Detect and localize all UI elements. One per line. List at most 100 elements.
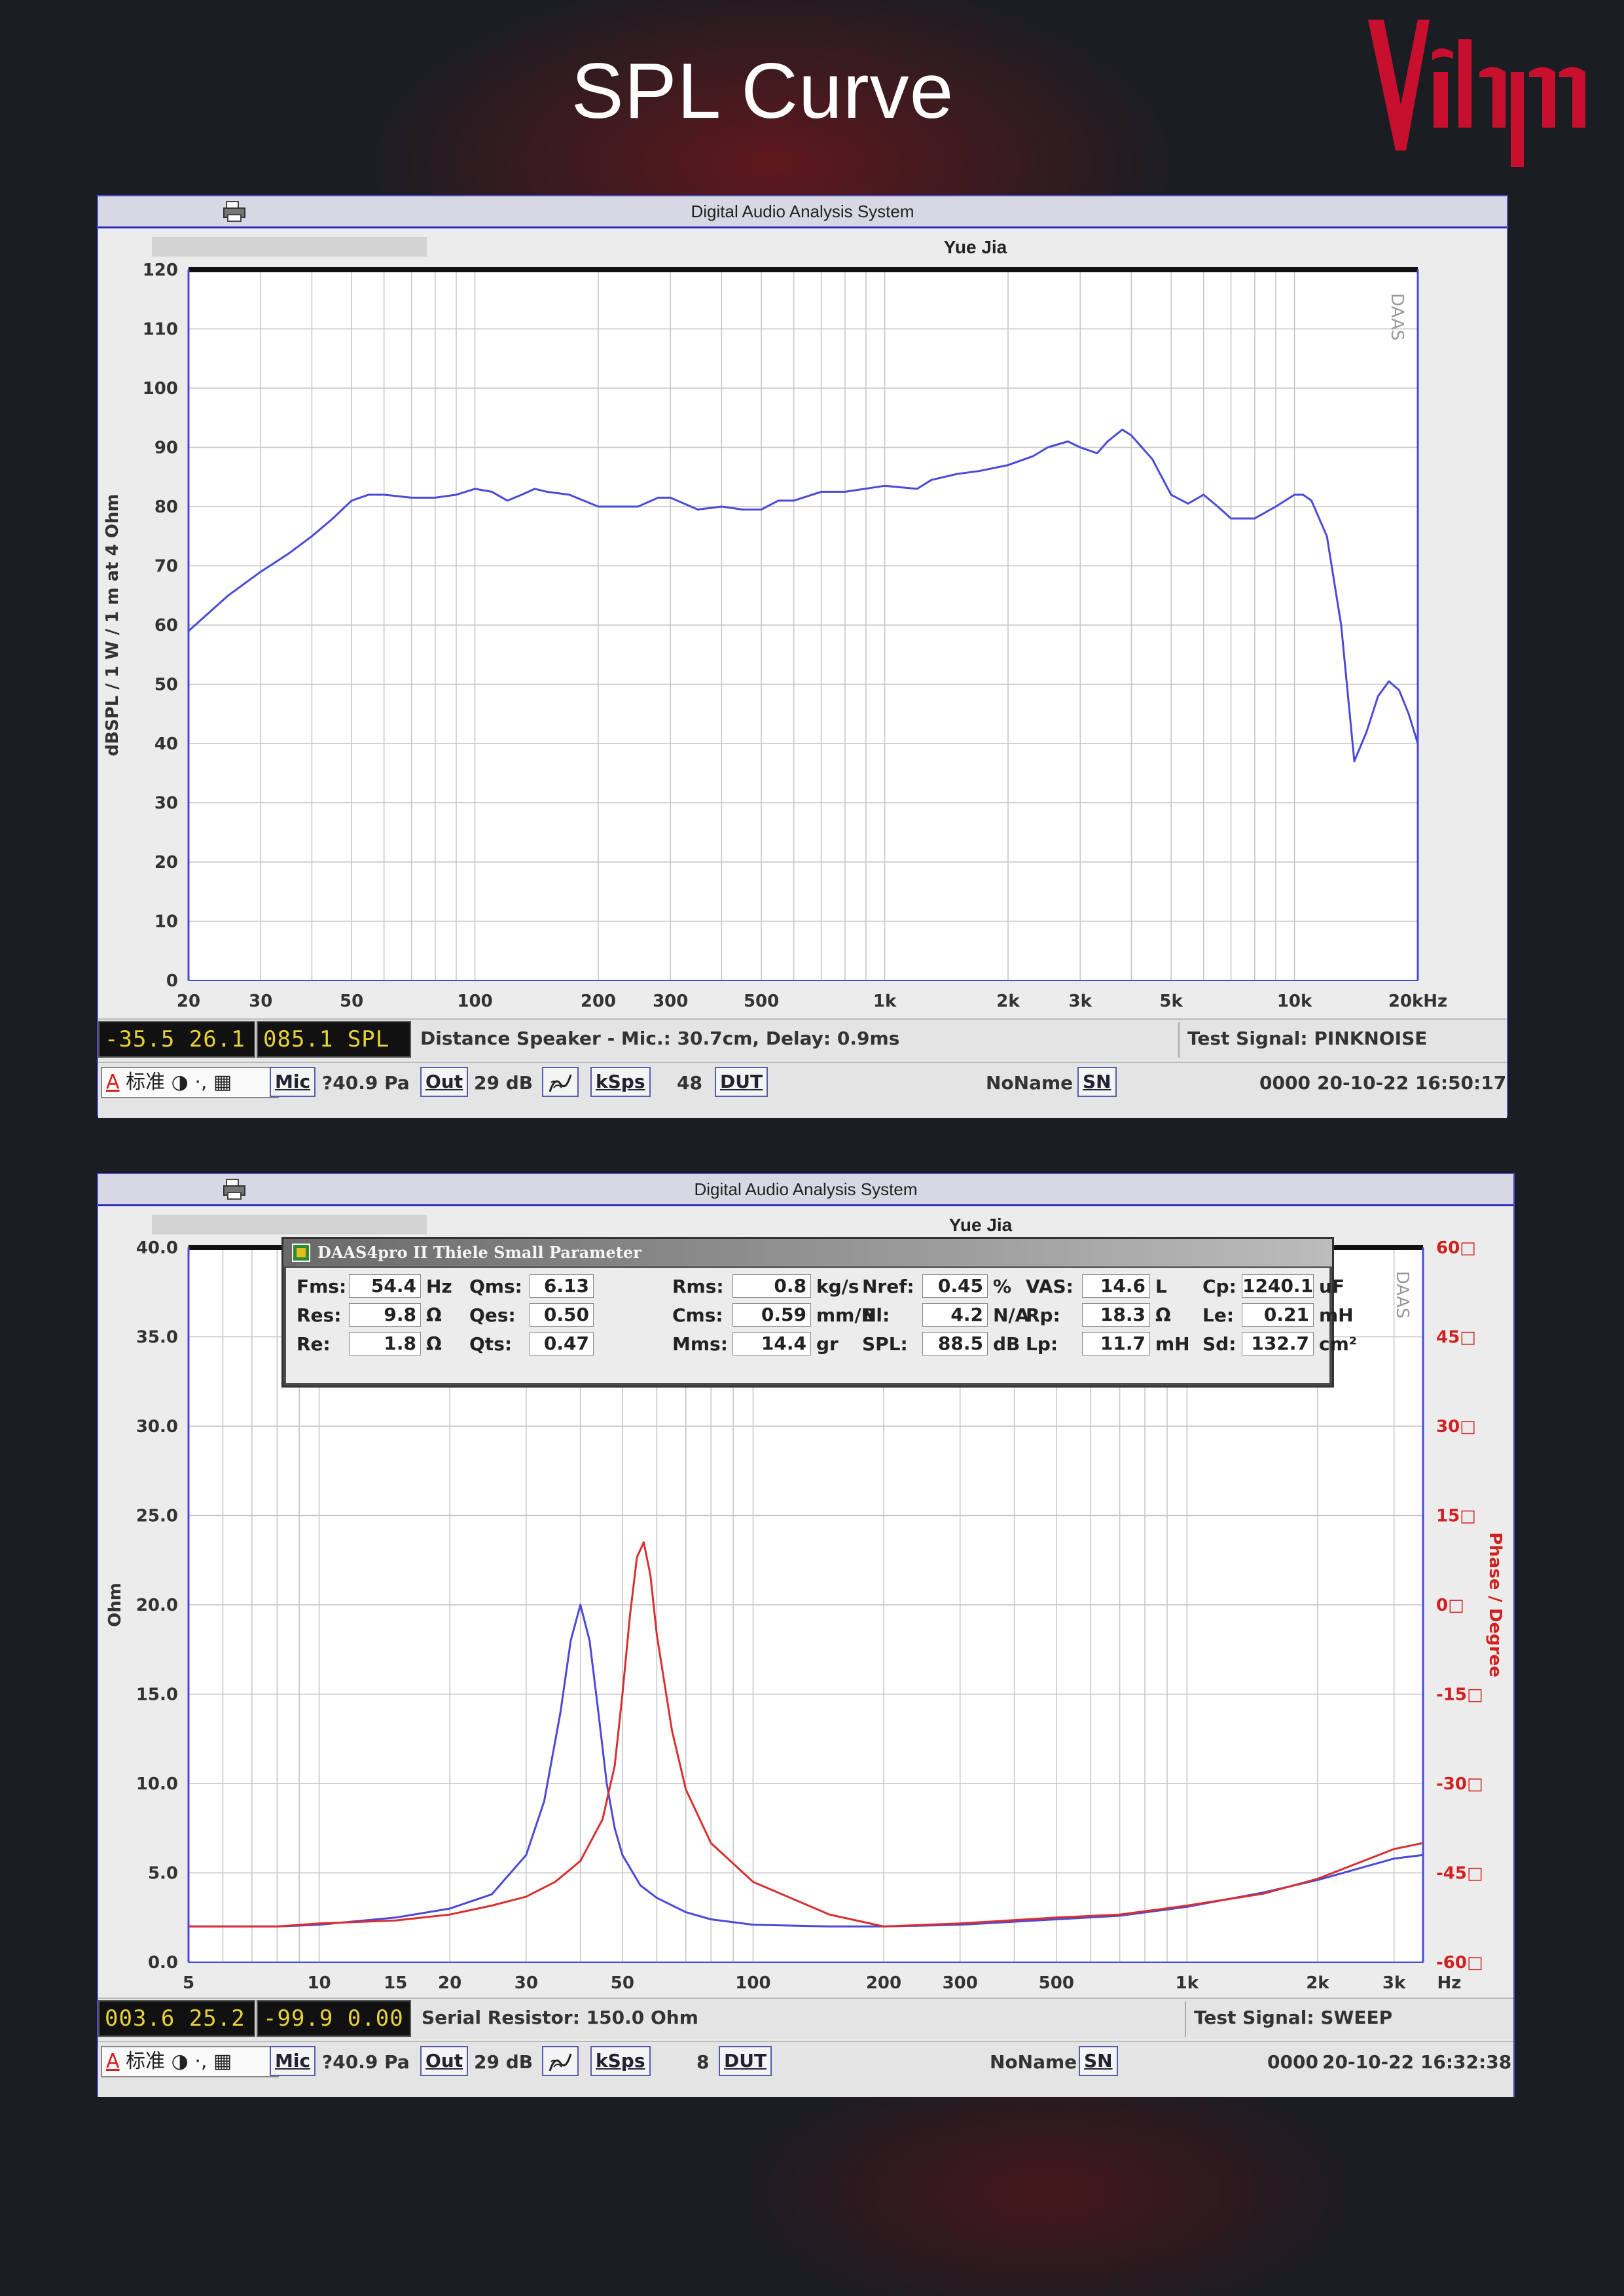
x-tick-label: 300 (943, 1973, 978, 1993)
ts-param-label: Le: (1202, 1304, 1235, 1326)
noname-label: NoName (986, 1072, 1074, 1094)
y2-tick-label: -45□ (1436, 1864, 1483, 1884)
ts-param-value: 0.45 (922, 1274, 988, 1298)
ts-panel-header: DAAS4pro II Thiele Small Parameter (283, 1239, 1332, 1266)
x-tick-label: 15 (384, 1973, 407, 1993)
y-tick-label: 20.0 (136, 1596, 178, 1615)
y2-tick-label: -30□ (1436, 1774, 1483, 1794)
chart-title: Yue Jia (943, 237, 1007, 257)
y2-axis-label: Phase / Degree (1485, 1532, 1505, 1677)
ts-param-label: Qts: (469, 1333, 513, 1355)
distance-info: Distance Speaker - Mic.: 30.7cm, Delay: … (420, 1028, 900, 1049)
ksps-value: 8 (696, 2051, 710, 2073)
print-icon[interactable] (221, 1178, 247, 1200)
mic-button[interactable]: Mic (270, 2046, 316, 2076)
y-tick-label: 30.0 (136, 1417, 178, 1437)
window-titlebar: Digital Audio Analysis System (98, 196, 1507, 228)
ts-param-unit: N/A (993, 1304, 1030, 1326)
divider (1185, 2001, 1186, 2037)
y-tick-label: 20 (154, 853, 178, 872)
ts-param-value: 132.7 (1242, 1332, 1314, 1355)
dut-button[interactable]: DUT (715, 1067, 768, 1097)
lcd-left: -35.5 26.1 (98, 1021, 255, 1058)
mic-button[interactable]: Mic (270, 1067, 316, 1097)
x-tick-label: 300 (653, 992, 688, 1011)
ts-param-label: SPL: (862, 1333, 908, 1355)
y-axis-label: dBSPL / 1 W / 1 m at 4 Ohm (103, 494, 122, 757)
ime-label: 标准 (126, 2050, 166, 2073)
pa-value: ?40.9 Pa (322, 2051, 410, 2073)
x-tick-label: 1k (873, 992, 897, 1011)
out-button[interactable]: Out (420, 2046, 469, 2076)
ts-param-unit: Ω (1155, 1304, 1171, 1326)
ts-param-value: 1240.1 (1242, 1274, 1314, 1298)
ts-param-value: 1.8 (349, 1332, 421, 1355)
ime-toolbar[interactable]: A 标准 ◑ ·, ▦ (101, 2046, 279, 2077)
y-axis-label: Ohm (105, 1583, 125, 1627)
x-tick-label: 20 (438, 1973, 461, 1993)
ts-param-label: Qms: (469, 1276, 522, 1297)
y-tick-label: 70 (154, 557, 178, 577)
y-tick-label: 10.0 (136, 1774, 178, 1794)
ts-param-value: 14.4 (732, 1332, 811, 1355)
y-tick-label: 10 (154, 912, 178, 932)
ts-param-label: Sd: (1202, 1333, 1236, 1355)
hidden-label-box (152, 1215, 427, 1234)
ts-param-unit: Ω (426, 1304, 442, 1326)
ksps-button[interactable]: kSps (590, 1067, 651, 1097)
ts-param-value: 0.8 (732, 1274, 811, 1298)
ts-param-value: 4.2 (922, 1303, 988, 1327)
y-tick-label: 90 (154, 439, 178, 458)
ts-param-value: 6.13 (530, 1274, 594, 1298)
timestamp: 20-10-22 16:32:38 (1322, 2051, 1512, 2073)
x-tick-label: 20 (177, 992, 200, 1011)
sn-button[interactable]: SN (1077, 1067, 1117, 1097)
y2-tick-label: 30□ (1436, 1417, 1476, 1437)
ts-param-value: 0.59 (732, 1303, 811, 1327)
ime-a-icon[interactable]: A (106, 1071, 120, 1094)
y2-tick-label: -60□ (1436, 1953, 1483, 1973)
ts-param-unit: uF (1319, 1276, 1345, 1297)
x-tick-label: 100 (457, 992, 492, 1011)
serial-resistor: Serial Resistor: 150.0 Ohm (422, 2007, 698, 2028)
dut-button[interactable]: DUT (719, 2046, 772, 2076)
y-tick-label: 0.0 (148, 1953, 178, 1973)
ts-param-unit: Hz (426, 1276, 452, 1297)
sn-button[interactable]: SN (1079, 2046, 1118, 2076)
ts-param-label: Bl: (862, 1304, 890, 1326)
window-title: Digital Audio Analysis System (691, 202, 914, 221)
x-tick-label: 30 (249, 992, 272, 1011)
chart-title: Yue Jia (948, 1215, 1013, 1235)
ts-param-unit: Ω (426, 1333, 442, 1355)
status-row-top: 003.6 25.2 -99.9 0.00 Serial Resistor: 1… (98, 1998, 1513, 2039)
print-icon[interactable] (221, 200, 247, 223)
y2-tick-label: 45□ (1436, 1328, 1476, 1348)
x-tick-label: 500 (744, 992, 779, 1011)
ts-param-label: Rms: (672, 1276, 724, 1297)
y-tick-label: 120 (143, 260, 178, 280)
x-tick-label: 5k (1159, 992, 1183, 1011)
out-button[interactable]: Out (420, 1067, 469, 1097)
x-tick-label: 5 (183, 1973, 194, 1993)
y-tick-label: 80 (154, 497, 178, 517)
y-tick-label: 0 (166, 971, 178, 991)
ksps-button[interactable]: kSps (590, 2046, 651, 2076)
ime-toolbar[interactable]: A 标准 ◑ ·, ▦ (101, 1067, 279, 1098)
generator-button[interactable] (542, 2046, 579, 2076)
test-signal: Test Signal: SWEEP (1194, 2007, 1393, 2028)
status-row-bottom: A 标准 ◑ ·, ▦ Mic ?40.9 Pa Out 29 dB kSps … (98, 1062, 1507, 1118)
out-db-value: 29 dB (474, 2051, 533, 2073)
generator-button[interactable] (542, 1067, 579, 1097)
lcd-left: 003.6 25.2 (98, 2000, 255, 2037)
ts-param-label: VAS: (1026, 1276, 1074, 1297)
ts-panel-title: DAAS4pro II Thiele Small Parameter (317, 1243, 641, 1262)
ime-a-icon[interactable]: A (106, 2050, 120, 2073)
y2-tick-label: 0□ (1436, 1596, 1464, 1615)
lcd-right: 085.1 SPL 14.1 (257, 1021, 411, 1086)
ts-param-label: Mms: (672, 1333, 728, 1355)
counter: 0000 (1267, 2051, 1318, 2073)
ts-param-unit: mm/N (816, 1304, 877, 1326)
venom-logo (1368, 20, 1585, 167)
divider (1178, 1022, 1180, 1058)
x-tick-label: 50 (611, 1973, 634, 1993)
